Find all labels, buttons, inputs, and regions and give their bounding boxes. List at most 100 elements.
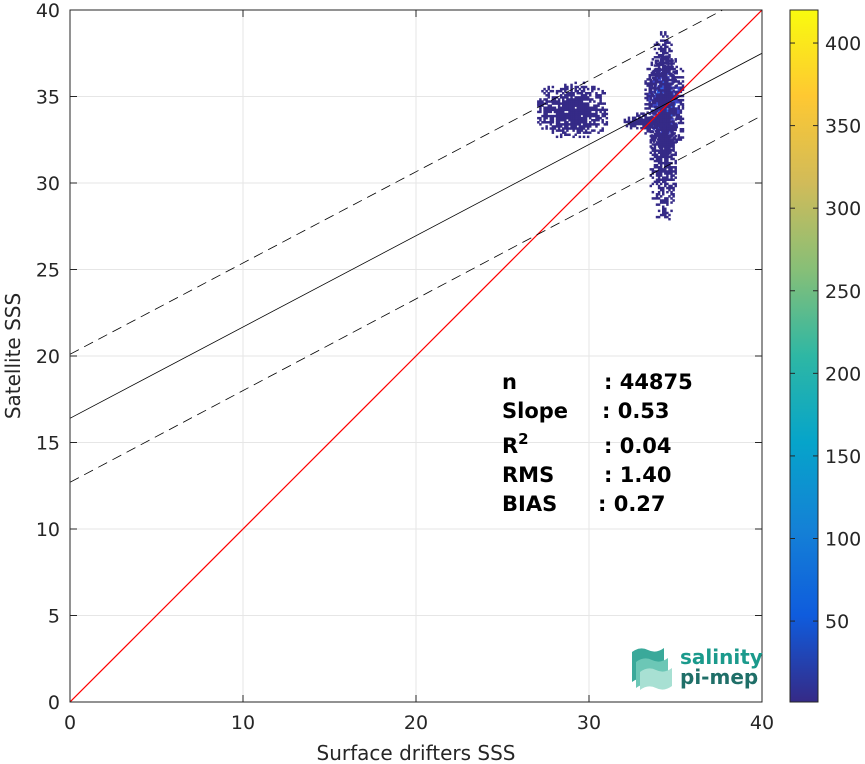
density-cell: [653, 109, 657, 113]
density-cell: [555, 135, 559, 139]
density-cell: [562, 112, 565, 116]
density-cell: [591, 114, 594, 118]
density-cell: [651, 83, 655, 86]
density-cell: [674, 60, 677, 63]
density-cell: [655, 68, 659, 71]
density-cell: [664, 64, 667, 67]
density-cell: [662, 35, 665, 38]
density-cell: [633, 120, 637, 124]
density-cell: [674, 91, 677, 94]
density-cell: [659, 170, 663, 173]
stat-value: : 44875: [604, 370, 693, 394]
density-cell: [657, 74, 661, 78]
density-heatmap: [537, 31, 685, 221]
density-cell: [672, 122, 675, 125]
density-cell: [670, 72, 673, 76]
density-cell: [650, 103, 654, 106]
density-cell: [659, 145, 663, 148]
density-cell: [662, 193, 665, 196]
density-cell: [659, 97, 663, 101]
density-cell: [559, 112, 563, 116]
density-cell: [566, 133, 569, 136]
density-cell: [549, 104, 553, 107]
density-cell: [666, 116, 669, 119]
density-cell: [574, 89, 577, 93]
density-cell: [673, 71, 676, 75]
density-cell: [670, 62, 673, 65]
density-cell: [580, 112, 584, 116]
density-cell: [584, 121, 588, 124]
density-cell: [674, 172, 677, 175]
density-cell: [655, 128, 659, 132]
density-cell: [653, 126, 657, 130]
density-cell: [551, 116, 555, 120]
salinity-pimep-logo: salinity pi-mep: [632, 645, 763, 690]
density-cell: [655, 93, 659, 96]
y-tick-label: 25: [36, 260, 60, 282]
density-cell: [597, 131, 600, 134]
density-cell: [586, 106, 590, 110]
density-cell: [659, 163, 663, 167]
density-cell: [655, 178, 659, 181]
density-cell: [653, 139, 657, 142]
density-cell: [674, 176, 677, 179]
density-cell: [668, 99, 671, 103]
density-cell: [568, 123, 571, 126]
density-cell: [666, 120, 669, 123]
density-cell: [654, 124, 658, 128]
density-cell: [586, 96, 590, 99]
density-cell: [664, 116, 667, 119]
density-cell: [662, 109, 665, 113]
density-cell: [681, 76, 685, 79]
stat-label: BIAS: [502, 492, 557, 516]
density-cell: [593, 121, 596, 124]
density-cell: [677, 88, 681, 92]
density-cell: [664, 215, 667, 219]
density-cell: [574, 127, 577, 130]
density-cell: [574, 96, 577, 99]
density-cell: [659, 166, 663, 169]
density-cell: [657, 103, 661, 107]
density-cell: [555, 100, 559, 103]
density-cell: [555, 89, 559, 93]
x-tick-label: 10: [231, 712, 255, 734]
density-cell: [664, 80, 667, 84]
density-cell: [651, 70, 655, 74]
density-cell: [572, 118, 575, 122]
density-cell: [672, 107, 675, 111]
density-cell: [648, 100, 651, 104]
density-cell: [674, 112, 677, 115]
density-cell: [653, 197, 657, 200]
density-cell: [655, 97, 659, 101]
density-cell: [668, 107, 671, 111]
density-cell: [666, 97, 669, 101]
density-cell: [672, 80, 675, 84]
density-cell: [642, 118, 645, 122]
density-cell: [576, 92, 580, 95]
density-cell: [545, 110, 548, 114]
density-cell: [662, 180, 665, 184]
density-cell: [557, 121, 561, 124]
density-cell: [570, 121, 573, 124]
density-cell: [679, 138, 683, 141]
density-cell: [659, 49, 663, 53]
density-cell: [672, 182, 675, 186]
density-cell: [551, 114, 555, 118]
density-cell: [679, 103, 683, 106]
density-cell: [644, 92, 647, 96]
density-cell: [670, 168, 673, 171]
density-cell: [648, 103, 651, 106]
density-cell: [580, 127, 584, 130]
density-cell: [681, 86, 685, 89]
density-cell: [636, 122, 639, 126]
density-cell: [662, 136, 665, 140]
density-cell: [657, 172, 661, 175]
density-cell: [664, 120, 667, 123]
density-cell: [662, 89, 665, 92]
density-cell: [657, 176, 661, 179]
density-cell: [547, 94, 550, 97]
density-cell: [580, 96, 584, 99]
density-cell: [668, 114, 671, 117]
density-cell: [572, 100, 575, 103]
density-cell: [543, 118, 546, 122]
